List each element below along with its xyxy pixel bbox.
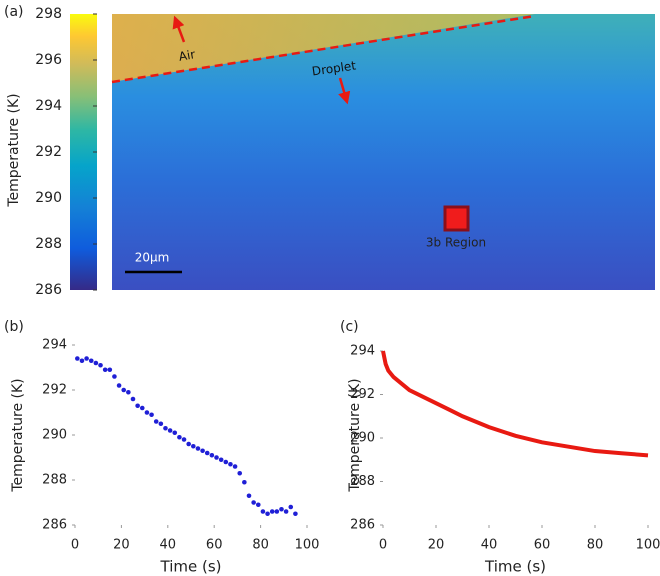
x-tick-label: 80 — [252, 538, 269, 553]
annotation: Air — [178, 47, 197, 64]
point — [135, 403, 140, 409]
annotation: 20μm — [135, 251, 170, 265]
x-tick-label: 80 — [587, 538, 604, 553]
panel-label: (a) — [4, 4, 24, 20]
annotation: Droplet — [311, 58, 357, 78]
point — [218, 457, 224, 463]
panel-label: (c) — [340, 319, 359, 335]
point — [102, 367, 108, 373]
x-axis-label: Time (s) — [160, 558, 222, 576]
point — [186, 441, 191, 447]
line — [381, 350, 649, 458]
air-arrow — [172, 15, 186, 43]
point — [84, 356, 89, 361]
point — [232, 464, 238, 469]
y-axis-label: Temperature (K) — [10, 378, 26, 492]
point — [223, 459, 229, 465]
point — [283, 509, 289, 514]
point — [98, 362, 103, 368]
point — [163, 425, 168, 431]
point — [288, 504, 294, 510]
y-tick-label: 288 — [350, 474, 375, 489]
point — [172, 430, 178, 436]
y-tick-label: 290 — [42, 428, 67, 443]
point — [242, 479, 247, 485]
point — [200, 448, 205, 454]
point — [177, 434, 182, 440]
x-tick-label: 60 — [534, 538, 551, 553]
point — [144, 410, 150, 415]
x-tick-label: 60 — [206, 538, 223, 553]
point — [293, 511, 298, 517]
y-tick-label: 286 — [42, 518, 67, 533]
point — [88, 358, 94, 364]
droplet-arrow — [338, 77, 351, 105]
y-tick-label: 288 — [42, 473, 67, 488]
point — [167, 428, 173, 433]
point — [195, 446, 201, 451]
colorbar-tick-label: 298 — [35, 6, 62, 22]
point — [126, 389, 131, 395]
point — [116, 383, 122, 388]
x-tick-label: 0 — [379, 538, 387, 553]
point — [260, 509, 266, 514]
y-tick-label: 286 — [350, 518, 375, 533]
point — [191, 443, 196, 449]
point — [93, 360, 99, 366]
y-axis-label: Temperature (K) — [347, 378, 363, 492]
x-tick-label: 40 — [481, 538, 498, 553]
x-axis-label: Time (s) — [484, 558, 546, 576]
y-tick-label: 292 — [350, 387, 375, 402]
point — [204, 450, 210, 456]
point — [75, 356, 80, 361]
annotation: 3b Region — [426, 236, 486, 250]
point — [237, 470, 243, 476]
point — [139, 405, 145, 411]
point — [255, 502, 261, 508]
y-tick-label: 294 — [42, 338, 67, 353]
colorbar-tick-label: 296 — [35, 52, 62, 68]
y-tick-label: 290 — [350, 431, 375, 446]
colorbar-tick-label: 290 — [35, 190, 62, 206]
colorbar-tick-label: 288 — [35, 236, 62, 252]
point — [251, 500, 256, 505]
region-marker — [443, 205, 470, 232]
point — [79, 358, 85, 364]
colorbar-tick-label: 292 — [35, 144, 62, 160]
point — [153, 419, 159, 424]
x-tick-label: 20 — [428, 538, 445, 553]
point — [107, 367, 113, 373]
y-axis-label: Temperature (K) — [6, 93, 22, 207]
point — [130, 396, 136, 402]
point — [181, 437, 187, 442]
point — [121, 387, 127, 393]
point — [265, 511, 270, 517]
x-tick-label: 40 — [160, 538, 177, 553]
x-tick-label: 100 — [295, 538, 320, 553]
point — [279, 506, 284, 512]
panel-label: (b) — [4, 319, 24, 335]
x-tick-label: 0 — [71, 538, 79, 553]
x-tick-label: 100 — [636, 538, 660, 553]
point — [246, 493, 252, 499]
point — [274, 509, 280, 514]
colorbar-tick-label: 294 — [35, 98, 62, 114]
point — [112, 374, 117, 379]
y-tick-label: 294 — [350, 344, 375, 359]
point — [149, 412, 154, 418]
colorbar — [70, 14, 97, 290]
point — [158, 421, 164, 427]
point — [209, 452, 215, 458]
x-tick-label: 20 — [113, 538, 130, 553]
point — [228, 461, 233, 467]
y-tick-label: 292 — [42, 383, 67, 398]
interface-line — [111, 14, 536, 84]
panels: (a) Temperature (K) 286 288 290 292 294 296 298 A… — [4, 4, 660, 576]
point — [214, 455, 219, 460]
point — [269, 509, 275, 514]
colorbar-tick-label: 286 — [35, 282, 62, 298]
